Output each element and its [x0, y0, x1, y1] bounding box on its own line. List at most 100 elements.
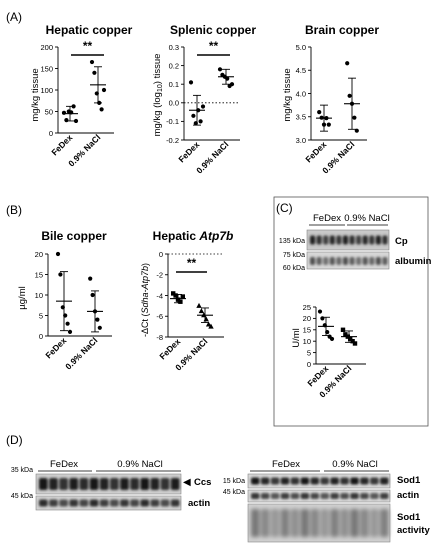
sod1-activity-band: [380, 509, 389, 537]
sod1-activity-band: [260, 509, 270, 537]
y-tick-label: 15: [303, 326, 311, 335]
sod1-band: [310, 477, 319, 485]
data-point: [67, 329, 73, 334]
panel-label-a: (A): [6, 10, 22, 24]
blot-d-left-ccs-bands: [39, 478, 180, 490]
blot-d-left-mw-45: 45 kDa: [11, 493, 33, 500]
blot-d-right-group2-label: 0.9% NaCl: [332, 459, 377, 470]
blot-c-mw-60: 60 kDa: [283, 265, 305, 272]
actin-band: [300, 493, 310, 499]
x-category-label: 0.9% NaCl: [63, 335, 99, 371]
blot-d-right-mw-15: 15 kDa: [223, 478, 245, 485]
blot-d-left-mw-35: 35 kDa: [11, 467, 33, 474]
actin-band: [350, 493, 359, 499]
cp-band: [323, 235, 329, 245]
panel-label-d: (D): [6, 433, 23, 447]
albumin-band: [349, 257, 355, 265]
data-point: [317, 110, 322, 115]
actin-band: [69, 499, 79, 507]
actin-band: [59, 499, 68, 507]
atp7b-sig-label: **: [187, 256, 197, 270]
sod1-activity-band: [350, 509, 359, 537]
cp-band: [342, 235, 348, 245]
y-tick-label: 0: [49, 129, 53, 138]
albumin-band: [336, 257, 342, 265]
hepatic-atp7b-title: Hepatic Atp7b: [153, 229, 234, 243]
sod1-activity-band: [360, 509, 369, 537]
actin-band: [320, 493, 329, 499]
blot-c-cp-bands: [310, 235, 388, 245]
y-tick-label: 0.3: [169, 43, 179, 52]
data-point: [92, 70, 97, 75]
y-tick-label: 4.0: [296, 89, 306, 98]
albumin-band: [310, 257, 316, 265]
ccs-band: [59, 478, 68, 490]
blot-d-right-actin-label: actin: [397, 490, 419, 501]
data-point: [208, 323, 214, 329]
blot-c: FeDex 0.9% NaCl 135 kDa 75 kDa 60 kDa Cp…: [279, 213, 432, 272]
sod1-activity-band: [310, 509, 319, 537]
data-point: [348, 336, 353, 342]
bile-copper-ylabel: µg/ml: [17, 286, 28, 309]
x-category-label: FeDex: [43, 335, 68, 360]
ccs-band: [110, 478, 119, 490]
blot-d-right-activity-bands: [251, 509, 389, 537]
sod1-band: [251, 477, 260, 485]
y-tick-label: -0.2: [166, 136, 179, 145]
data-point: [352, 115, 357, 120]
cp-band: [349, 235, 355, 245]
cp-band: [362, 235, 368, 245]
sod1-activity-band: [300, 509, 310, 537]
data-point: [90, 292, 95, 298]
data-point: [180, 294, 185, 299]
y-tick-label: -2: [156, 271, 163, 280]
y-tick-label: 0: [307, 360, 311, 369]
data-point: [345, 61, 350, 66]
blot-d-right-activity-label-2: activity: [397, 525, 430, 536]
data-point: [343, 332, 348, 337]
sod1-band: [320, 477, 329, 485]
y-tick-label: 3.5: [296, 113, 306, 122]
blot-d-right-sod1-label: Sod1: [397, 475, 421, 486]
actin-band: [360, 493, 369, 499]
albumin-band: [356, 257, 362, 265]
cp-band: [375, 235, 381, 245]
blot-c-group1-label: FeDex: [313, 213, 341, 224]
data-point: [58, 272, 63, 277]
y-tick-label: -6: [156, 312, 163, 321]
data-point: [95, 317, 100, 322]
data-point: [217, 67, 223, 72]
blot-c-cp-label: Cp: [395, 236, 408, 247]
blot-c-albumin-bands: [310, 257, 388, 265]
y-tick-label: -4: [156, 291, 163, 300]
actin-band: [140, 499, 150, 507]
ccs-band: [170, 478, 180, 490]
data-point: [101, 87, 107, 93]
data-point: [97, 325, 102, 330]
cp-band: [310, 235, 316, 245]
sod1-activity-band: [340, 509, 349, 537]
blot-c-mw-75: 75 kDa: [283, 252, 305, 259]
y-tick-label: 0: [39, 332, 43, 341]
sod1-activity-band: [251, 509, 260, 537]
brain-copper-title: Brain copper: [305, 23, 379, 37]
hepatic-sig-label: **: [83, 39, 93, 53]
actin-band: [170, 499, 180, 507]
y-tick-label: 10: [303, 337, 311, 346]
cp-band: [336, 235, 342, 245]
blot-d-right-group1-label: FeDex: [272, 459, 300, 470]
actin-band: [340, 493, 349, 499]
splenic-sig-label: **: [209, 39, 219, 53]
blot-d-left-actin-bands: [39, 499, 180, 507]
data-point: [198, 308, 205, 314]
actin-band: [120, 499, 129, 507]
data-point: [352, 341, 358, 346]
y-tick-label: 0: [159, 250, 163, 259]
panel-c-border: [273, 196, 429, 427]
actin-band: [49, 499, 58, 507]
data-point: [64, 118, 69, 123]
cp-activity-ylabel: U/ml: [291, 328, 302, 348]
panel-label-c: (C): [276, 201, 293, 215]
cp-band: [369, 235, 375, 245]
